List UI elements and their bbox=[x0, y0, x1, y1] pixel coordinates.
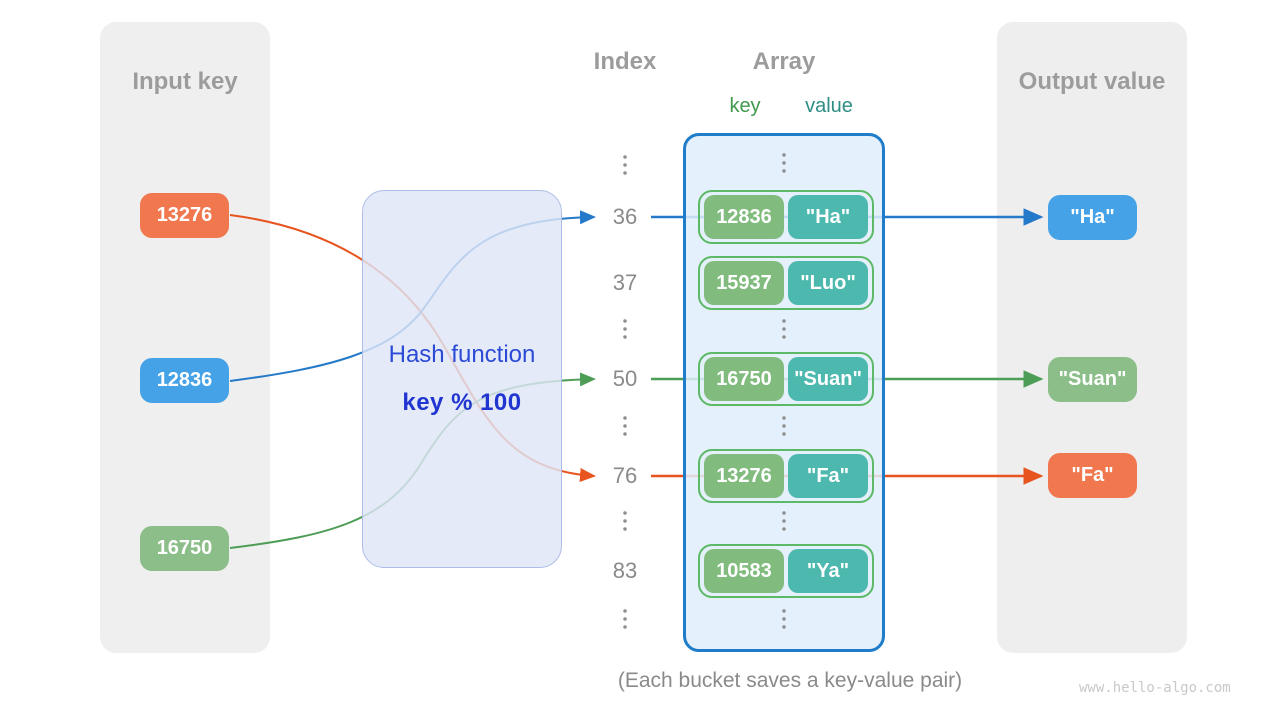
vertical-ellipsis bbox=[623, 416, 627, 438]
vertical-ellipsis bbox=[782, 609, 786, 631]
input-key-badge-16750: 16750 bbox=[140, 526, 229, 571]
array-column-title: Array bbox=[752, 48, 816, 75]
bucket-index-37: 15937 "Luo" bbox=[698, 256, 874, 310]
bucket-index-50: 16750 "Suan" bbox=[698, 352, 874, 406]
index-36: 36 bbox=[612, 204, 638, 229]
bucket-key: 13276 bbox=[704, 454, 784, 498]
watermark-url: www.hello-algo.com bbox=[1079, 680, 1231, 696]
hash-function-formula: key % 100 bbox=[402, 389, 522, 416]
hash-function-box: Hash function key % 100 bbox=[362, 190, 562, 568]
output-badge-ha: "Ha" bbox=[1048, 195, 1137, 240]
vertical-ellipsis bbox=[782, 511, 786, 533]
vertical-ellipsis bbox=[782, 416, 786, 438]
output-badge-suan: "Suan" bbox=[1048, 357, 1137, 402]
diagram-caption: (Each bucket saves a key-value pair) bbox=[617, 669, 963, 692]
output-badge-fa: "Fa" bbox=[1048, 453, 1137, 498]
array-key-header: key bbox=[729, 95, 761, 117]
vertical-ellipsis bbox=[782, 153, 786, 175]
array-value-header: value bbox=[805, 95, 853, 117]
output-value-title: Output value bbox=[1018, 68, 1166, 95]
index-37: 37 bbox=[612, 270, 638, 295]
index-76: 76 bbox=[612, 463, 638, 488]
index-83: 83 bbox=[612, 558, 638, 583]
bucket-value: "Ha" bbox=[788, 195, 868, 239]
bucket-value: "Ya" bbox=[788, 549, 868, 593]
bucket-index-76: 13276 "Fa" bbox=[698, 449, 874, 503]
bucket-key: 15937 bbox=[704, 261, 784, 305]
vertical-ellipsis bbox=[623, 609, 627, 631]
vertical-ellipsis bbox=[623, 155, 627, 177]
bucket-index-83: 10583 "Ya" bbox=[698, 544, 874, 598]
bucket-value: "Suan" bbox=[788, 357, 868, 401]
bucket-key: 10583 bbox=[704, 549, 784, 593]
input-key-badge-13276: 13276 bbox=[140, 193, 229, 238]
bucket-value: "Fa" bbox=[788, 454, 868, 498]
vertical-ellipsis bbox=[623, 511, 627, 533]
bucket-index-36: 12836 "Ha" bbox=[698, 190, 874, 244]
bucket-value: "Luo" bbox=[788, 261, 868, 305]
input-key-badge-12836: 12836 bbox=[140, 358, 229, 403]
input-key-title: Input key bbox=[132, 68, 238, 95]
bucket-key: 16750 bbox=[704, 357, 784, 401]
vertical-ellipsis bbox=[623, 319, 627, 341]
output-value-panel: Output value bbox=[997, 22, 1187, 653]
bucket-key: 12836 bbox=[704, 195, 784, 239]
index-column-title: Index bbox=[593, 48, 657, 75]
index-50: 50 bbox=[612, 366, 638, 391]
hash-function-label: Hash function bbox=[388, 341, 536, 368]
vertical-ellipsis bbox=[782, 319, 786, 341]
